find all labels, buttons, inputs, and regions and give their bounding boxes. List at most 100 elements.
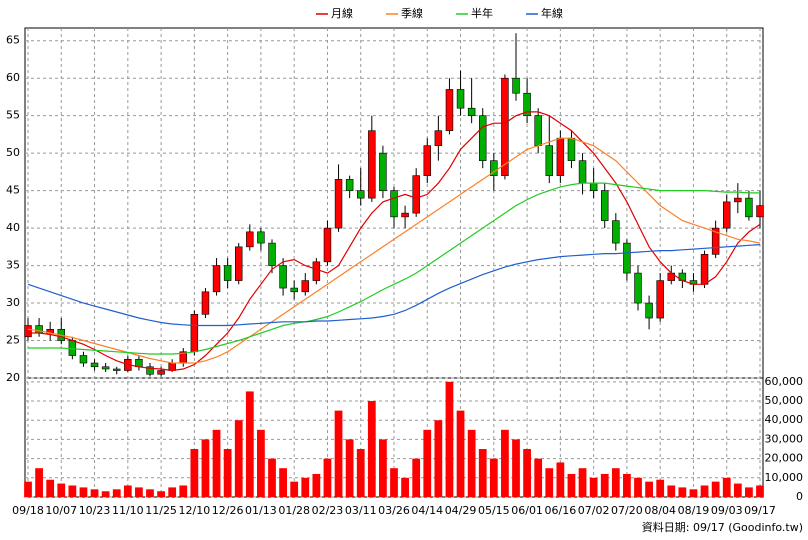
x-tick-label: 02/23 bbox=[312, 504, 344, 517]
volume-bar bbox=[412, 458, 421, 497]
candle-body bbox=[478, 115, 487, 161]
y-tick-label: 25 bbox=[6, 334, 20, 347]
volume-bar bbox=[146, 489, 154, 497]
x-tick-label: 11/10 bbox=[112, 504, 144, 517]
candle-body bbox=[656, 280, 664, 319]
candle-body bbox=[246, 231, 254, 248]
volume-bar bbox=[190, 449, 199, 497]
legend-label: 季線 bbox=[401, 6, 423, 20]
volume-bar bbox=[489, 458, 498, 497]
ma-line bbox=[28, 111, 761, 372]
candle-body bbox=[445, 89, 454, 131]
x-tick-label: 07/02 bbox=[578, 504, 610, 517]
volume-bar bbox=[68, 485, 77, 497]
volume-bar bbox=[290, 481, 299, 497]
x-tick-label: 07/20 bbox=[611, 504, 643, 517]
volume-bar bbox=[756, 485, 764, 497]
volume-bar bbox=[334, 410, 343, 497]
volume-bar bbox=[245, 391, 254, 497]
candle-body bbox=[190, 313, 199, 353]
volume-bar bbox=[101, 491, 110, 497]
candle-body bbox=[756, 205, 764, 218]
volume-bar bbox=[356, 449, 365, 497]
candle-body bbox=[412, 175, 420, 214]
volume-bar bbox=[179, 485, 188, 497]
candle-body bbox=[368, 130, 376, 199]
footer: 資料日期: 09/17 (Goodinfo.tw) bbox=[642, 520, 803, 534]
x-tick-label: 12/26 bbox=[212, 504, 244, 517]
candle-body bbox=[68, 340, 77, 356]
x-tick-label: 04/14 bbox=[411, 504, 443, 517]
candle-body bbox=[612, 220, 620, 244]
volume-bar bbox=[168, 487, 177, 497]
volume-tick-label: 60,000 bbox=[765, 375, 804, 388]
candle-body bbox=[268, 242, 276, 266]
volume-bar bbox=[678, 487, 687, 497]
candle-body bbox=[356, 190, 365, 199]
candle-body bbox=[423, 145, 432, 176]
volume-bar bbox=[79, 487, 88, 497]
candle-body bbox=[234, 246, 243, 281]
candle-body bbox=[168, 362, 176, 371]
candle-body bbox=[645, 302, 653, 319]
volume-bar bbox=[578, 468, 587, 497]
candle-body bbox=[734, 197, 742, 203]
x-tick-label: 10/23 bbox=[79, 504, 111, 517]
x-tick-label: 12/10 bbox=[179, 504, 211, 517]
volume-bar bbox=[722, 477, 731, 497]
y-tick-label: 40 bbox=[6, 221, 20, 234]
candle-body bbox=[589, 182, 598, 191]
volume-bar bbox=[434, 420, 443, 497]
volume-tick-label: 20,000 bbox=[765, 452, 804, 465]
y-tick-label: 60 bbox=[6, 71, 20, 84]
volume-bar bbox=[234, 420, 243, 497]
candle-body bbox=[279, 265, 287, 289]
candle-body bbox=[556, 137, 565, 176]
volume-bar bbox=[312, 473, 321, 497]
volume-bar bbox=[700, 485, 709, 497]
candle-body bbox=[212, 265, 221, 293]
volume-bar bbox=[201, 439, 210, 497]
y-tick-label: 30 bbox=[6, 296, 20, 309]
candle-body bbox=[545, 145, 554, 176]
x-tick-label: 03/26 bbox=[378, 504, 410, 517]
candle-body bbox=[745, 197, 753, 218]
volume-tick-label: 50,000 bbox=[765, 394, 804, 407]
volume-bar bbox=[345, 439, 354, 497]
candle-body bbox=[501, 77, 509, 176]
y-tick-label: 65 bbox=[6, 34, 20, 47]
candle-body bbox=[379, 152, 387, 191]
volume-bar bbox=[112, 489, 121, 497]
candle-body bbox=[79, 355, 88, 364]
candle-body bbox=[490, 160, 498, 176]
volume-bar bbox=[534, 458, 543, 497]
volume-tick-label: 30,000 bbox=[765, 432, 804, 445]
candle-body bbox=[35, 325, 43, 334]
candle-body bbox=[112, 368, 121, 371]
volume-bar bbox=[223, 449, 232, 497]
candle-body bbox=[312, 261, 321, 281]
candle-body bbox=[401, 212, 409, 218]
legend-label: 半年 bbox=[471, 6, 493, 20]
volume-bar bbox=[600, 473, 609, 497]
legend-label: 月線 bbox=[331, 6, 353, 20]
candle-body bbox=[623, 242, 631, 274]
candle-body bbox=[711, 227, 720, 255]
candle-body bbox=[334, 179, 343, 229]
candle-body bbox=[456, 89, 465, 109]
legend-label: 年線 bbox=[541, 6, 563, 20]
volume-bar bbox=[733, 483, 742, 497]
volume-bar bbox=[745, 487, 753, 497]
volume-bar bbox=[390, 468, 398, 497]
volume-bar bbox=[478, 449, 487, 497]
volume-bar bbox=[467, 429, 476, 497]
volume-bar bbox=[634, 477, 642, 497]
volume-bar bbox=[24, 481, 32, 497]
volume-bar bbox=[545, 468, 554, 497]
volume-bar bbox=[589, 477, 598, 497]
volume-bar bbox=[323, 458, 332, 497]
candle-body bbox=[567, 137, 576, 161]
candle-body bbox=[634, 272, 642, 304]
candle-body bbox=[301, 280, 310, 293]
